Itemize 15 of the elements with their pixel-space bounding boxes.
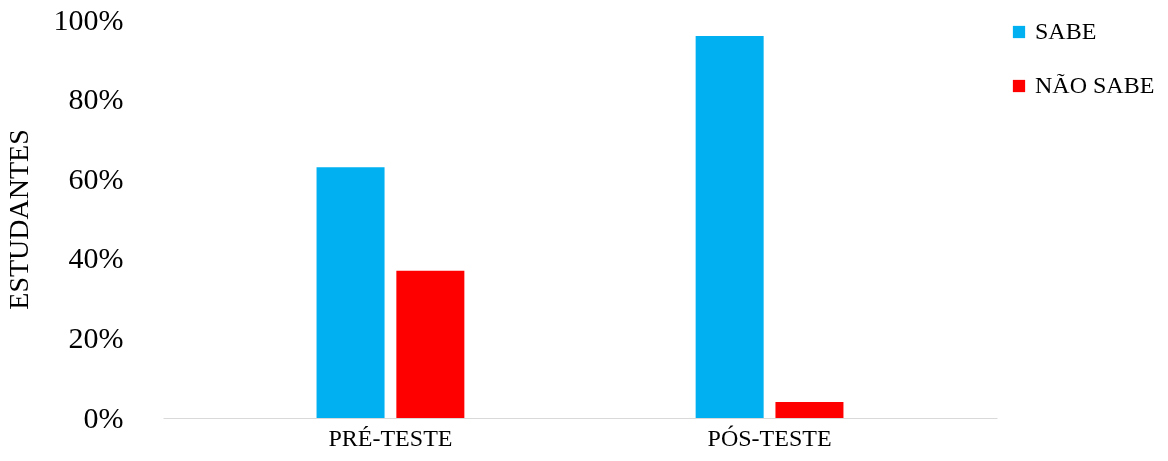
y-tick-label: 80% (68, 82, 124, 116)
y-tick-label: 40% (68, 241, 124, 275)
x-tick-label: PRÉ-TESTE (328, 424, 453, 451)
y-tick-label: 60% (68, 161, 124, 195)
legend-label: SABE (1035, 18, 1097, 44)
y-axis-title: ESTUDANTES (2, 129, 34, 310)
legend-label: NÃO SABE (1035, 72, 1155, 98)
y-tick-label: 0% (83, 400, 124, 434)
x-tick-label: PÓS-TESTE (707, 424, 832, 451)
y-tick-label: 100% (53, 2, 124, 36)
bar (775, 402, 844, 418)
bar (396, 270, 465, 418)
bar (316, 167, 385, 418)
bar (695, 35, 764, 418)
y-tick-label: 20% (68, 320, 124, 354)
